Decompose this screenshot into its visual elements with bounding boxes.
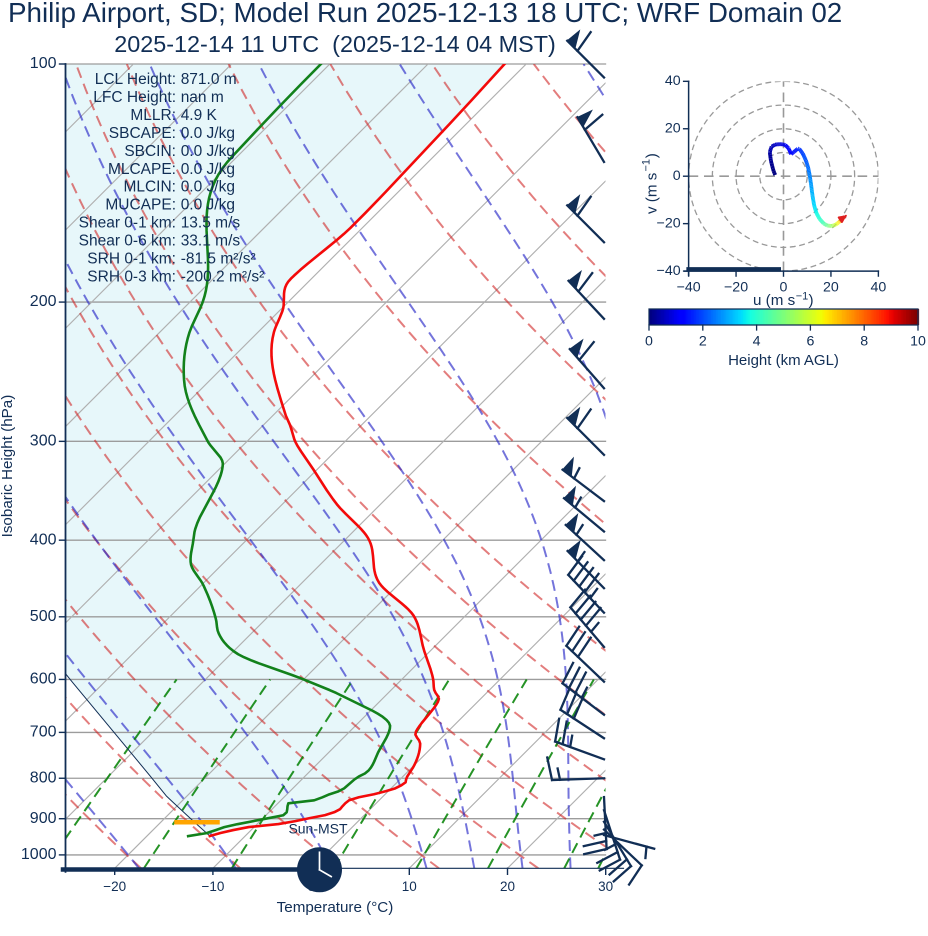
svg-text:−1: −1	[640, 159, 652, 172]
svg-text:20: 20	[823, 279, 839, 295]
svg-text:Isobaric Height (hPa): Isobaric Height (hPa)	[0, 395, 16, 538]
svg-text:Philip Airport, SD; Model Run: Philip Airport, SD; Model Run 2025-12-13…	[8, 0, 842, 28]
svg-text:MLCIN:: MLCIN:	[123, 179, 176, 196]
svg-text:−20: −20	[724, 279, 748, 295]
svg-text:700: 700	[30, 724, 57, 741]
svg-text:900: 900	[30, 810, 57, 827]
svg-text:): )	[809, 292, 814, 309]
svg-text:MLCAPE:: MLCAPE:	[108, 161, 176, 178]
svg-text:−20: −20	[103, 879, 126, 894]
svg-text:0.0 J/kg: 0.0 J/kg	[181, 161, 235, 178]
svg-text:−40: −40	[657, 263, 681, 279]
svg-text:Height (km AGL): Height (km AGL)	[728, 352, 839, 369]
svg-text:400: 400	[30, 531, 57, 548]
svg-text:-81.5 m²/s²: -81.5 m²/s²	[181, 251, 256, 268]
svg-text:LFC Height:: LFC Height:	[93, 89, 176, 106]
svg-text:0: 0	[673, 168, 681, 184]
svg-text:SRH 0-3 km:: SRH 0-3 km:	[87, 268, 176, 285]
svg-text:40: 40	[870, 279, 886, 295]
svg-text:20: 20	[665, 120, 681, 136]
svg-text:0: 0	[645, 333, 653, 349]
svg-text:SBCIN:: SBCIN:	[124, 143, 176, 160]
svg-text:500: 500	[30, 608, 57, 625]
svg-text:100: 100	[30, 55, 57, 72]
svg-text:0: 0	[780, 279, 788, 295]
svg-text:0.0 J/kg: 0.0 J/kg	[181, 125, 235, 142]
svg-text:2025-12-14 11 UTC (2025-12-14: 2025-12-14 11 UTC (2025-12-14 04 MST)	[114, 31, 556, 57]
svg-text:−10: −10	[201, 879, 224, 894]
svg-text:−1: −1	[796, 290, 809, 302]
svg-text:871.0 m: 871.0 m	[181, 71, 237, 88]
svg-text:0.0 J/kg: 0.0 J/kg	[181, 179, 235, 196]
svg-text:Sun-MST: Sun-MST	[288, 821, 348, 837]
svg-text:u (m s: u (m s	[753, 292, 796, 309]
svg-text:nan m: nan m	[181, 89, 224, 106]
svg-text:SBCAPE:: SBCAPE:	[109, 125, 176, 142]
svg-text:-200.2 m²/s²: -200.2 m²/s²	[181, 268, 265, 285]
svg-text:Shear 0-6 km:: Shear 0-6 km:	[79, 233, 176, 250]
svg-text:800: 800	[30, 769, 57, 786]
svg-text:1000: 1000	[21, 846, 57, 863]
svg-text:0.0 J/kg: 0.0 J/kg	[181, 197, 235, 214]
svg-text:MLLR:: MLLR:	[130, 107, 176, 124]
svg-text:13.5 m/s: 13.5 m/s	[181, 215, 241, 232]
svg-text:Temperature (°C): Temperature (°C)	[277, 899, 394, 916]
svg-text:v (m s: v (m s	[643, 172, 660, 214]
svg-text:33.1 m/s: 33.1 m/s	[181, 233, 241, 250]
svg-text:600: 600	[30, 671, 57, 688]
svg-text:10: 10	[910, 333, 926, 349]
svg-text:4: 4	[753, 333, 761, 349]
svg-text:10: 10	[402, 879, 417, 894]
svg-text:): )	[643, 153, 660, 158]
svg-text:6: 6	[806, 333, 814, 349]
svg-text:0.0 J/kg: 0.0 J/kg	[181, 143, 235, 160]
svg-text:MUCAPE:: MUCAPE:	[105, 197, 176, 214]
svg-text:20: 20	[500, 879, 515, 894]
svg-text:LCL Height:: LCL Height:	[95, 71, 176, 88]
svg-text:−20: −20	[657, 215, 681, 231]
svg-text:2: 2	[699, 333, 707, 349]
svg-text:4.9 K: 4.9 K	[181, 107, 218, 124]
svg-text:SRH 0-1 km:: SRH 0-1 km:	[87, 251, 176, 268]
svg-text:−40: −40	[677, 279, 701, 295]
svg-text:40: 40	[665, 73, 681, 89]
svg-text:300: 300	[30, 432, 57, 449]
svg-text:30: 30	[598, 879, 613, 894]
svg-text:8: 8	[860, 333, 868, 349]
svg-text:200: 200	[30, 293, 57, 310]
svg-text:Shear 0-1 km:: Shear 0-1 km:	[79, 215, 176, 232]
